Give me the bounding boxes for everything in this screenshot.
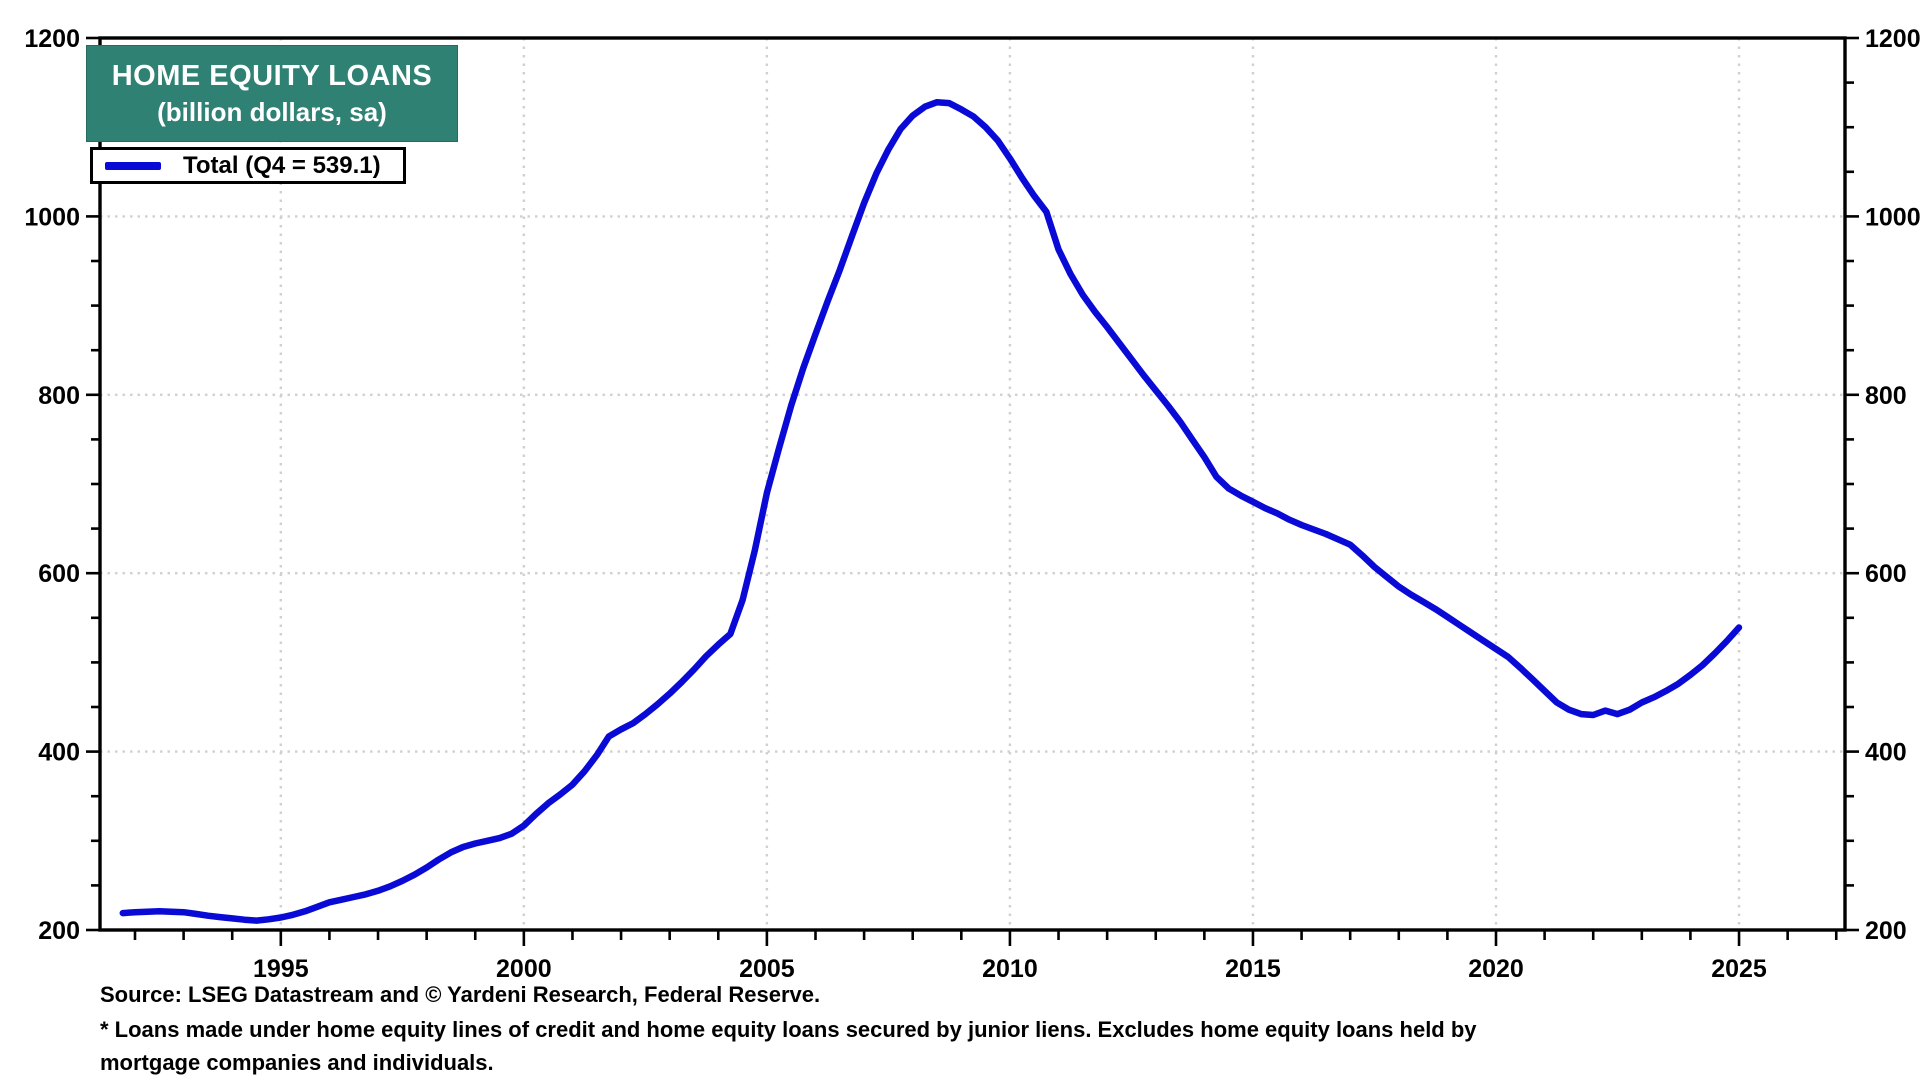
- axis-labels: 200 200 400 400 600 600 800 800 1000 1000 1200 1200…: [24, 25, 1920, 983]
- svg-text:600: 600: [38, 560, 80, 588]
- svg-text:1000: 1000: [24, 203, 80, 231]
- svg-text:2025: 2025: [1711, 955, 1767, 983]
- svg-text:400: 400: [38, 739, 80, 767]
- svg-text:800: 800: [1865, 382, 1907, 410]
- svg-text:2020: 2020: [1468, 955, 1524, 983]
- chart-title: HOME EQUITY LOANS: [111, 60, 433, 93]
- footnote-text: * Loans made under home equity lines of …: [100, 1017, 1477, 1075]
- svg-text:1000: 1000: [1865, 203, 1920, 231]
- gridlines: [100, 38, 1845, 930]
- total-series-line: [119, 98, 1743, 924]
- chart-subtitle: (billion dollars, sa): [157, 97, 387, 128]
- svg-text:400: 400: [1865, 739, 1907, 767]
- svg-text:1995: 1995: [253, 955, 309, 983]
- plot-frame: [98, 36, 1847, 932]
- svg-text:800: 800: [38, 382, 80, 410]
- legend: Total (Q4 = 539.1): [90, 147, 406, 184]
- svg-text:1200: 1200: [24, 25, 80, 53]
- svg-text:2010: 2010: [982, 955, 1038, 983]
- svg-text:1200: 1200: [1865, 25, 1920, 53]
- svg-text:2000: 2000: [496, 955, 552, 983]
- chart-title-box: HOME EQUITY LOANS (billion dollars, sa): [86, 45, 458, 142]
- legend-label: Total (Q4 = 539.1): [183, 151, 381, 179]
- source-text: Source: LSEG Datastream and © Yardeni Re…: [100, 982, 821, 1007]
- legend-line-swatch-icon: [105, 161, 161, 170]
- svg-text:200: 200: [1865, 917, 1907, 945]
- svg-text:2015: 2015: [1225, 955, 1281, 983]
- svg-text:200: 200: [38, 917, 80, 945]
- svg-text:600: 600: [1865, 560, 1907, 588]
- svg-text:2005: 2005: [739, 955, 795, 983]
